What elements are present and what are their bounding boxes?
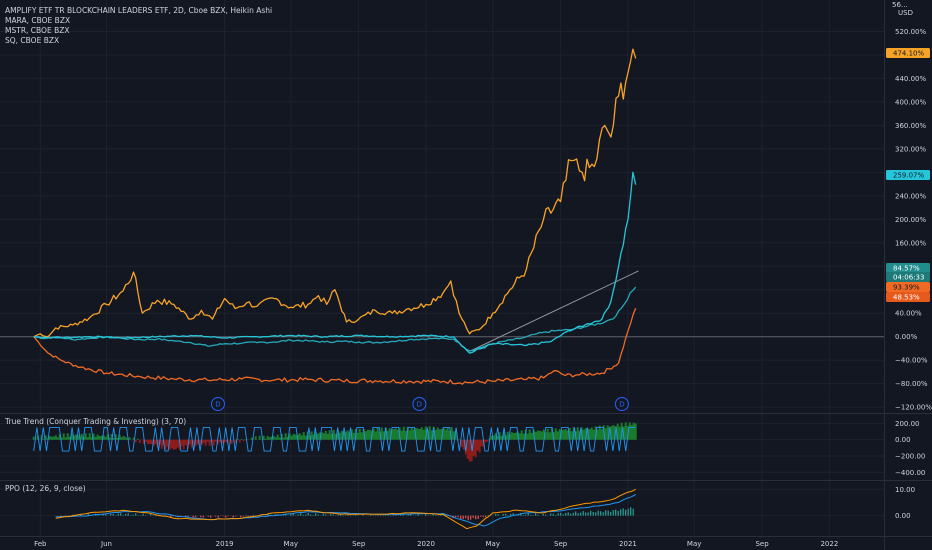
time-tick-label: 2020 [417,540,435,548]
value-tag-text: 84.57% [893,265,920,273]
time-tick-label: May [687,540,701,548]
price-tick-label: −120.00% [895,404,932,412]
true-trend-layer [32,422,637,462]
dividend-marker-label: D [417,401,422,409]
time-axis[interactable]: Feb Jun 2019 May Sep 2020 May Sep 2021 May Sep 2022 [34,540,838,548]
time-tick-label: May [486,540,500,548]
time-tick-label: Sep [352,540,366,548]
series-line-blok [33,286,637,352]
ppo-tick-label: 0.00 [895,512,911,520]
value-tag-bg [886,282,930,292]
price-tick-label: 0.00% [895,333,918,341]
time-tick-label: Sep [755,540,769,548]
legend-compare-mstr[interactable]: MSTR, CBOE BZX [5,26,70,35]
value-tag-bg [886,263,930,273]
series-line-sq [33,307,637,385]
ppo-pane[interactable]: PPO (12, 26, 9, close) [5,484,636,530]
tt-tick-label: −400.00 [895,469,925,477]
legend-main-title[interactable]: AMPLIFY ETF TR BLOCKCHAIN LEADERS ETF, 2… [5,6,272,15]
true-trend-pane[interactable]: True Trend (Conquer Trading & Investing)… [4,417,637,462]
price-tick-label: 240.00% [895,192,926,200]
time-tick-label: Sep [554,540,568,548]
time-tick-label: 2019 [216,540,234,548]
value-tags: 474.10% 259.07% 84.57%04:06:33 93.39% 48.53% [886,48,930,302]
dividend-marker[interactable] [614,397,629,411]
value-tag-bg [886,48,930,58]
value-tag-bg [886,272,930,282]
series-line-mstr [33,171,637,354]
axis-partial-top-label: 56… [892,1,908,9]
series-line-mara [33,48,637,338]
series-layer [33,48,637,385]
price-tick-label: 40.00% [895,310,922,318]
time-tick-label: Feb [34,540,47,548]
price-tick-label: 200.00% [895,216,926,224]
dividend-marker[interactable] [412,397,427,411]
currency-label: USD [898,9,913,17]
value-tag-bg [886,170,930,180]
dividend-marker[interactable] [210,397,225,411]
tt-tick-label: 200.00 [895,420,920,428]
value-tag-bg [886,292,930,302]
ppo-histogram-positive [65,507,634,516]
value-tag-text: 259.07% [893,172,924,180]
ppo-line [55,488,636,530]
dividend-marker-label: D [619,401,624,409]
time-tick-label: 2021 [619,540,637,548]
dividend-marker-label: D [215,401,220,409]
time-tick-label: May [284,540,298,548]
grid-lines [0,0,884,536]
tt-tick-label: 0.00 [895,436,911,444]
legend-compare-mara[interactable]: MARA, CBOE BZX [5,16,70,25]
legend-compare-sq[interactable]: SQ, CBOE BZX [5,36,59,45]
time-tick-label: Jun [100,540,112,548]
value-tag-text: 48.53% [893,294,920,302]
true-trend-title[interactable]: True Trend (Conquer Trading & Investing)… [4,417,186,426]
price-tick-label: 400.00% [895,98,926,106]
true-trend-oscillator [33,426,636,452]
value-tag-text: 93.39% [893,284,920,292]
tt-tick-label: −200.00 [895,452,925,460]
legend[interactable]: AMPLIFY ETF TR BLOCKCHAIN LEADERS ETF, 2… [5,6,272,45]
value-tag-text: 04:06:33 [893,274,924,282]
time-tick-label: 2022 [820,540,838,548]
ppo-layer [55,488,636,530]
price-tick-label: 360.00% [895,122,926,130]
drawn-trend-line[interactable] [469,270,639,352]
price-tick-label: −40.00% [895,357,928,365]
price-tick-label: 440.00% [895,75,926,83]
price-tick-label: 320.00% [895,145,926,153]
price-tick-label: 520.00% [895,28,926,36]
value-tag-text: 474.10% [893,50,924,58]
ppo-tick-label: 10.00 [895,486,915,494]
price-tick-label: −80.00% [895,380,928,388]
ppo-title[interactable]: PPO (12, 26, 9, close) [5,484,86,493]
price-tick-label: 160.00% [895,239,926,247]
